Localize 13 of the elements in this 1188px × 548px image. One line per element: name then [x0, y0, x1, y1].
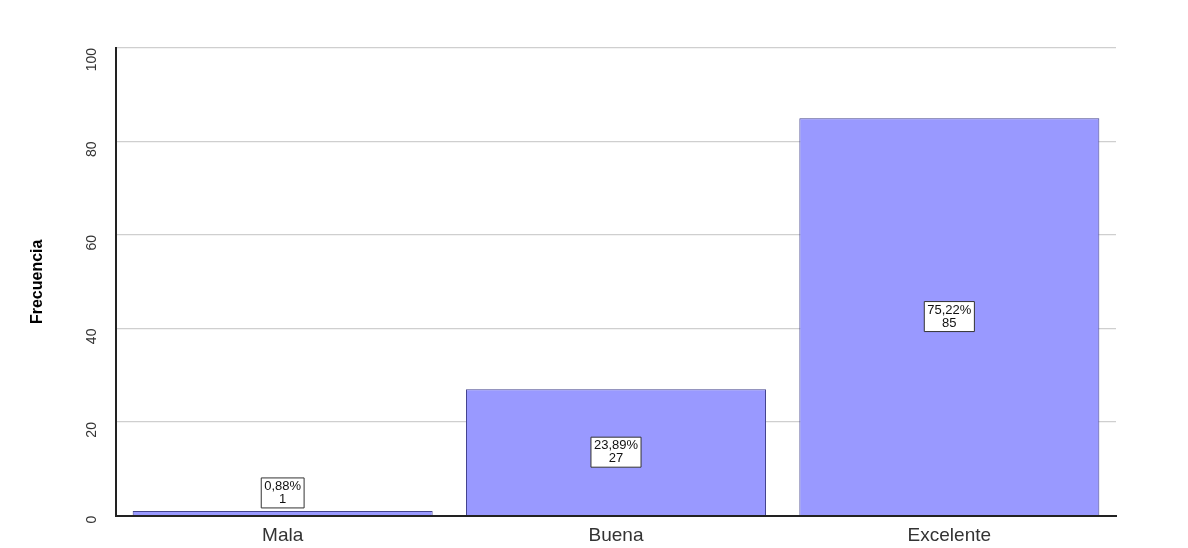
y-axis-title: Frecuencia: [28, 239, 46, 325]
y-tick-label: 20: [82, 421, 99, 438]
x-tick-label: Excelente: [907, 524, 992, 546]
y-tick-label: 80: [82, 141, 99, 158]
y-tick-label: 100: [82, 47, 99, 72]
data-label: 0,88% 1: [264, 478, 302, 506]
data-label: 23,89% 27: [593, 437, 639, 466]
y-tick-label: 40: [82, 328, 99, 345]
x-tick-label: Mala: [262, 524, 304, 546]
data-label: 75,22% 85: [927, 301, 972, 330]
y-tick-label: 60: [82, 234, 99, 251]
x-tick-label: Buena: [588, 524, 644, 546]
y-tick-label: 0: [82, 515, 99, 524]
